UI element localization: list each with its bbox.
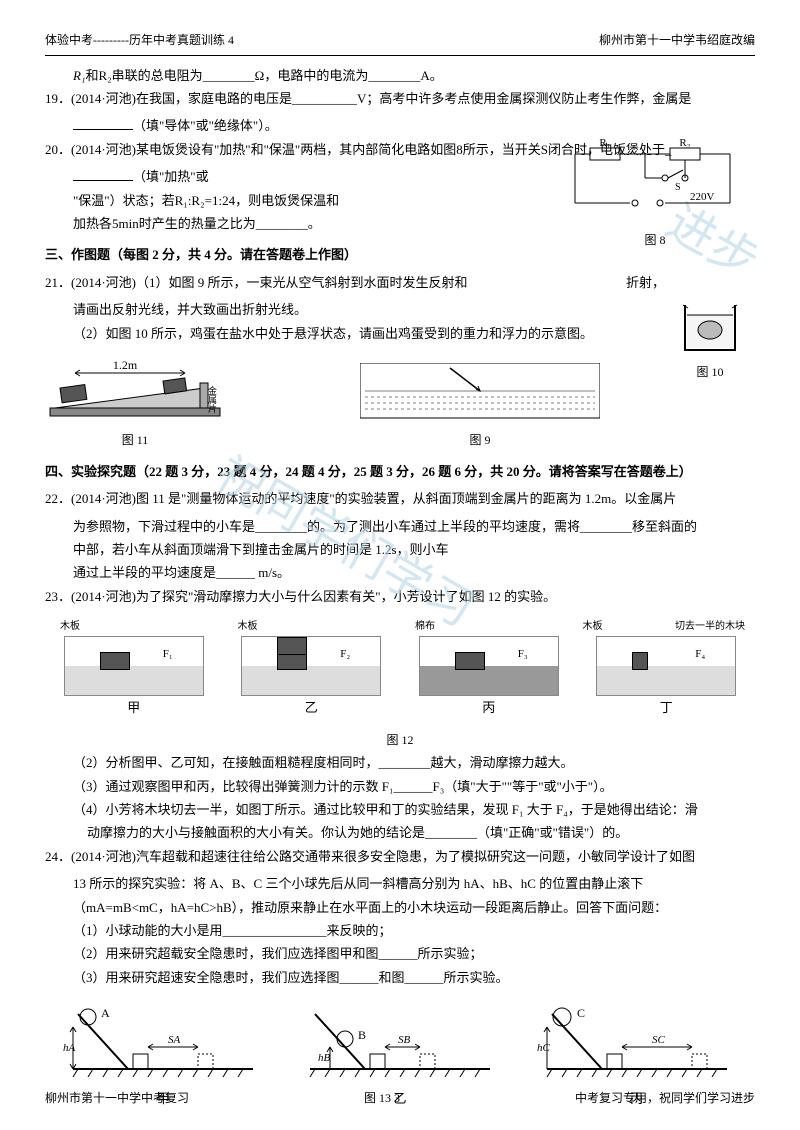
incline-figure: 1.2m 金属片 图 11 bbox=[45, 353, 225, 452]
q22: 22．(2014·河池)图 11 是"测量物体运动的平均速度"的实验装置，从斜面… bbox=[45, 487, 755, 510]
ball-svg-b: B SB hB bbox=[300, 999, 500, 1079]
page-footer: 柳州市第十一中学中考复习 图 13 3 中考复习专用，祝同学们学习进步 bbox=[45, 1088, 755, 1110]
q22-l4: 通过上半段的平均速度是______ m/s。 bbox=[45, 561, 755, 584]
svg-text:SB: SB bbox=[398, 1034, 411, 1046]
q24-l2: 13 所示的探究实验：将 A、B、C 三个小球先后从同一斜槽高分别为 hA、hB… bbox=[45, 872, 755, 895]
svg-text:SA: SA bbox=[168, 1034, 181, 1046]
q23-l4b: 动摩擦力的大小与接触面积的大小有关。你认为她的结论是________（填"正确"… bbox=[45, 821, 755, 844]
svg-text:R₂: R₂ bbox=[679, 138, 690, 149]
ball-svg-c: C SC hC bbox=[537, 999, 737, 1079]
svg-text:金属片: 金属片 bbox=[207, 385, 217, 414]
q21-l1a: (2014·河池)（1）如图 9 所示，一束光从空气斜射到水面时发生反射和 bbox=[71, 275, 468, 290]
q23-num: 23． bbox=[45, 589, 71, 604]
q23-l3: （3）通过观察图甲和丙，比较得出弹簧测力计的示数 F₁______F₃（填"大于… bbox=[45, 775, 755, 798]
svg-text:A: A bbox=[101, 1006, 110, 1020]
page-header: 体验中考---------历年中考真题训练 4 柳州市第十一中学韦绍庭改编 bbox=[45, 30, 755, 56]
svg-text:1.2m: 1.2m bbox=[113, 358, 138, 372]
q18-text: 和R₂串联的总电阻为________Ω，电路中的电流为________A。 bbox=[85, 68, 442, 83]
q23-intro: (2014·河池)为了探究"滑动摩擦力大小与什么因素有关"，小芳设计了如图 12… bbox=[71, 589, 556, 604]
friction-ding: 木板 切去一半的木块 F₄ 丁 bbox=[578, 618, 756, 719]
friction-bing: 棉布 F₃ 丙 bbox=[400, 618, 578, 719]
svg-text:hA: hA bbox=[63, 1042, 76, 1054]
q21: 21．(2014·河池)（1）如图 9 所示，一束光从空气斜射到水面时发生反射和… bbox=[45, 271, 755, 294]
beaker-svg bbox=[680, 300, 740, 355]
svg-text:SC: SC bbox=[652, 1034, 666, 1046]
fig12-label: 图 12 bbox=[45, 730, 755, 752]
q24-l6: （3）用来研究超速安全隐患时，我们应选择图______和图______所示实验。 bbox=[45, 966, 755, 989]
svg-text:hB: hB bbox=[318, 1052, 331, 1064]
q19-num: 19． bbox=[45, 91, 71, 106]
q23: 23．(2014·河池)为了探究"滑动摩擦力大小与什么因素有关"，小芳设计了如图… bbox=[45, 585, 755, 608]
q21-l1b: 折射， bbox=[626, 271, 665, 294]
diagram-row-1: 1.2m 金属片 图 11 图 9 bbox=[45, 353, 755, 452]
q23-l2: （2）分析图甲、乙可知，在接触面粗糙程度相同时，________越大，滑动摩擦力… bbox=[45, 751, 755, 774]
q19-l2: （填"导体"或"绝缘体"）。 bbox=[45, 114, 755, 137]
friction-yi: 木板 F₂ 乙 bbox=[223, 618, 401, 719]
circuit-figure: R₁ R₂ S 220V 图 8 bbox=[565, 138, 745, 252]
footer-mid: 图 13 3 bbox=[364, 1088, 400, 1110]
section4-title: 四、实验探究题（22 题 3 分，23 题 4 分，24 题 4 分，25 题 … bbox=[45, 460, 755, 483]
q21-num: 21． bbox=[45, 275, 71, 290]
q22-l3: 中部，若小车从斜面顶端滑下到撞击金属片的时间是 1.2s，则小车 bbox=[45, 538, 755, 561]
svg-text:hC: hC bbox=[537, 1042, 551, 1054]
q24-l3: （mA=mB<mC，hA=hC>hB），推动原来静止在水平面上的小木块运动一段距… bbox=[45, 896, 755, 919]
q22-num: 22． bbox=[45, 491, 71, 506]
friction-diagrams: 木板 F₁ 甲 木板 F₂ 乙 棉布 F₃ 丙 木板 切去一半的木块 F₄ 丁 bbox=[45, 618, 755, 719]
water-figure: 图 9 bbox=[360, 363, 600, 452]
header-left: 体验中考---------历年中考真题训练 4 bbox=[45, 30, 234, 52]
q23-l4a: （4）小芳将木块切去一半，如图丁所示。通过比较甲和丁的实验结果，发现 F₁ 大于… bbox=[45, 798, 755, 821]
q24-l4: （1）小球动能的大小是用________________来反映的； bbox=[45, 919, 755, 942]
q19: 19．(2014·河池)在我国，家庭电路的电压是__________V；高考中许… bbox=[45, 87, 755, 110]
q22-l1: (2014·河池)图 11 是"测量物体运动的平均速度"的实验装置，从斜面顶端到… bbox=[71, 491, 676, 506]
friction-jia: 木板 F₁ 甲 bbox=[45, 618, 223, 719]
q24-l1: (2014·河池)汽车超载和超速往往给公路交通带来很多安全隐患，为了模拟研究这一… bbox=[71, 849, 695, 864]
svg-text:220V: 220V bbox=[690, 191, 715, 203]
svg-text:B: B bbox=[358, 1028, 366, 1042]
q21-l2: 请画出反射光线，并大致画出折射光线。 bbox=[45, 298, 755, 321]
header-right: 柳州市第十一中学韦绍庭改编 bbox=[599, 30, 755, 52]
svg-text:C: C bbox=[577, 1006, 585, 1020]
q24-num: 24． bbox=[45, 849, 71, 864]
q20-num: 20． bbox=[45, 142, 71, 157]
svg-text:R₁: R₁ bbox=[599, 138, 610, 149]
fig9-label: 图 9 bbox=[360, 430, 600, 452]
water-svg bbox=[360, 363, 600, 423]
q24-l5: （2）用来研究超载安全隐患时，我们应选择图甲和图______所示实验； bbox=[45, 942, 755, 965]
fig11-label: 图 11 bbox=[45, 430, 225, 452]
fig8-label: 图 8 bbox=[565, 230, 745, 252]
q21-l3: （2）如图 10 所示，鸡蛋在盐水中处于悬浮状态，请画出鸡蛋受到的重力和浮力的示… bbox=[45, 322, 755, 345]
q18-remainder: R₁和R₂串联的总电阻为________Ω，电路中的电流为________A。 bbox=[45, 64, 755, 87]
footer-left: 柳州市第十一中学中考复习 bbox=[45, 1088, 189, 1110]
q22-l2: 为参照物，下滑过程中的小车是________的。为了测出小车通过上半段的平均速度… bbox=[45, 515, 755, 538]
ball-svg-a: A SA hA bbox=[63, 999, 263, 1079]
q18-r1: R₁ bbox=[73, 68, 85, 83]
circuit-svg: R₁ R₂ S 220V bbox=[570, 138, 740, 223]
svg-text:S: S bbox=[675, 182, 681, 193]
incline-svg: 1.2m 金属片 bbox=[45, 353, 225, 423]
q24: 24．(2014·河池)汽车超载和超速往往给公路交通带来很多安全隐患，为了模拟研… bbox=[45, 845, 755, 868]
footer-right: 中考复习专用，祝同学们学习进步 bbox=[575, 1088, 755, 1110]
q19-l1: (2014·河池)在我国，家庭电路的电压是__________V；高考中许多考点… bbox=[71, 91, 691, 106]
